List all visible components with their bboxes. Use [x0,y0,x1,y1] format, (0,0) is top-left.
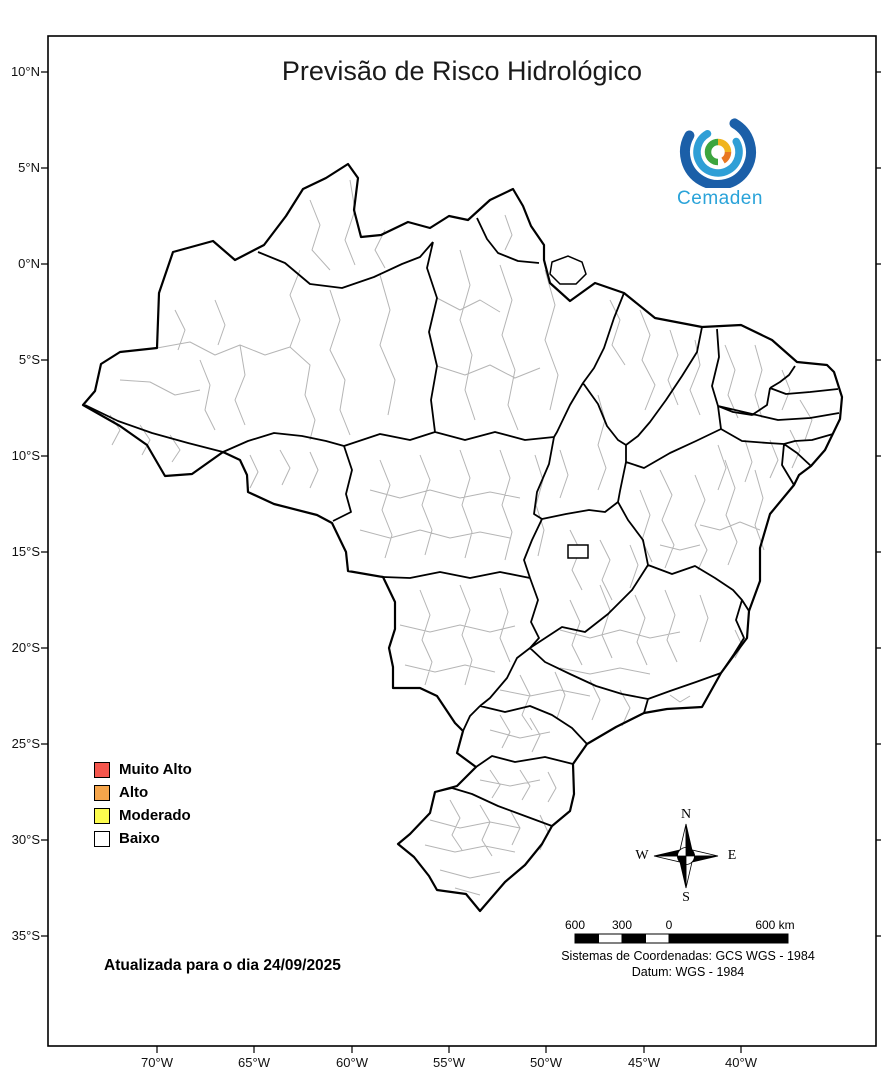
legend-swatch-moderado [94,807,110,824]
lat-label-5s: 5°S [18,352,40,367]
scale-label-600-left: 600 [564,918,586,932]
lon-label-60w: 60°W [336,1055,368,1070]
legend-row-muito-alto: Muito Alto [94,761,192,778]
legend-swatch-alto [94,784,110,801]
latitude-ticks-left [41,71,48,937]
legend-row-moderado: Moderado [94,807,192,824]
marajo-island [549,255,587,285]
lat-label-25s: 25°S [11,736,40,751]
compass-south-label: S [682,890,690,905]
update-date-note: Atualizada para o dia 24/09/2025 [104,957,341,974]
municipal-borders [109,179,813,896]
scale-label-600-km: 600 km [755,918,795,932]
brazil-country-outline [81,162,844,913]
compass-west-label: W [635,848,649,863]
longitude-ticks-bottom [156,1046,742,1053]
state-borders [84,217,840,827]
federal-district-outline [567,544,589,559]
legend-swatch-muito-alto [94,761,110,778]
lon-label-70w: 70°W [141,1055,173,1070]
lat-label-30s: 30°S [11,832,40,847]
lat-label-10s: 10°S [11,448,40,463]
map-title: Previsão de Risco Hidrológico [281,56,643,86]
legend-label-baixo: Baixo [119,829,160,847]
lon-label-40w: 40°W [725,1055,757,1070]
lat-label-20s: 20°S [11,640,40,655]
brazil-country-fill [83,164,842,911]
lat-label-0n: 0°N [18,256,40,271]
lon-label-50w: 50°W [530,1055,562,1070]
lat-label-5n: 5°N [18,160,40,175]
lat-label-10n: 10°N [10,64,40,79]
legend-row-alto: Alto [94,784,192,801]
cemaden-logo: Cemaden [650,116,790,210]
scale-bar-graphic [574,933,789,944]
lon-label-45w: 45°W [628,1055,660,1070]
scale-label-300: 300 [611,918,633,932]
cemaden-logo-text: Cemaden [677,188,763,209]
scale-label-0: 0 [665,918,673,932]
compass-rose-icon [653,823,719,889]
cemaden-eye-icon [680,118,756,188]
legend-label-moderado: Moderado [119,806,191,824]
risk-legend: Muito Alto Alto Moderado Baixo [94,761,192,853]
latitude-ticks-right [876,71,881,937]
compass-north-label: N [680,807,692,822]
coordinate-system-note: Sistemas de Coordenadas: GCS WGS - 1984 [561,949,815,963]
datum-note: Datum: WGS - 1984 [631,965,745,979]
lon-label-55w: 55°W [433,1055,465,1070]
compass-east-label: E [727,848,737,863]
lat-label-15s: 15°S [11,544,40,559]
lon-label-65w: 65°W [238,1055,270,1070]
legend-label-alto: Alto [119,783,149,801]
map-frame [47,35,877,1047]
legend-row-baixo: Baixo [94,830,192,847]
legend-swatch-baixo [94,830,110,847]
lat-label-35s: 35°S [11,928,40,943]
legend-label-muito-alto: Muito Alto [119,760,192,778]
